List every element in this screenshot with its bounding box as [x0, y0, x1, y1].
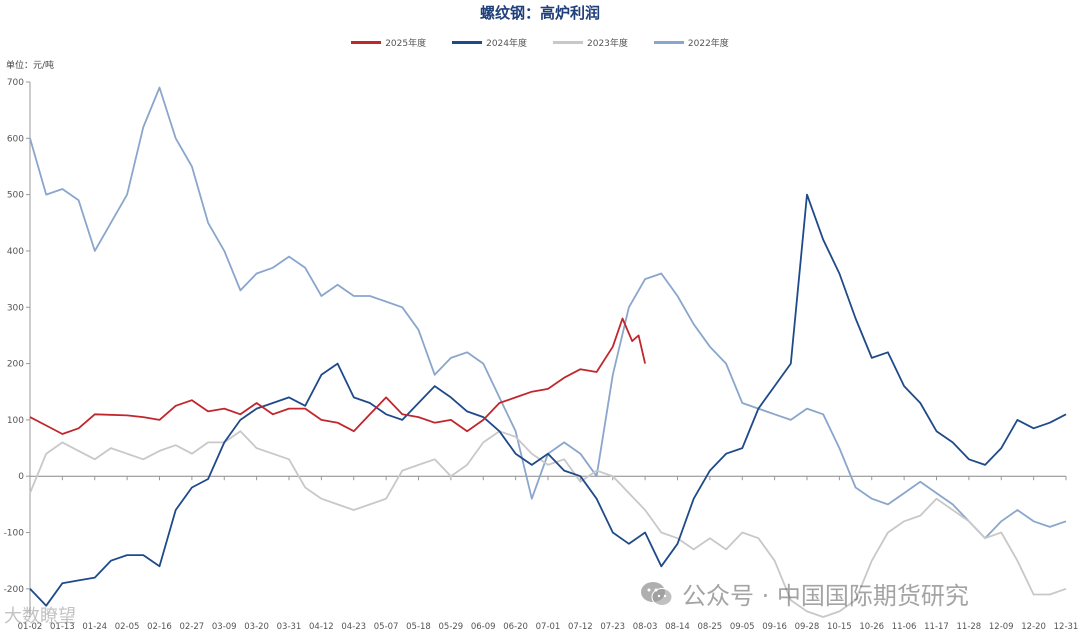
y-tick-label: 100 — [7, 416, 24, 426]
x-tick-label: 10-26 — [859, 622, 884, 632]
x-tick-label: 01-02 — [18, 622, 43, 632]
x-tick-label: 09-05 — [730, 622, 755, 632]
x-tick-label: 11-28 — [957, 622, 982, 632]
chart-title: 螺纹钢：高炉利润 — [479, 4, 600, 22]
x-tick-label: 04-23 — [341, 622, 366, 632]
series-line-2023年度 — [29, 430, 1067, 618]
x-tick-label: 06-09 — [471, 622, 496, 632]
x-tick-label: 04-12 — [309, 622, 334, 632]
axes: -200 -100 0 100 200 300 400 500 600 700 01-02 01-13… — [4, 78, 1079, 632]
x-tick-label: 01-13 — [50, 622, 75, 632]
x-tick-label: 03-09 — [212, 622, 237, 632]
legend-label: 2022年度 — [687, 39, 729, 49]
x-tick-label: 01-24 — [82, 622, 107, 632]
series-line-2022年度 — [29, 86, 1067, 540]
legend-item[interactable]: 2025年度 — [351, 36, 426, 49]
corner-watermark: 大数瞭望 — [4, 602, 76, 628]
y-tick-label: 500 — [7, 191, 24, 201]
y-tick-label: 300 — [7, 303, 24, 313]
legend: 2025年度 2024年度 2023年度 2022年度 — [0, 36, 1080, 49]
x-tick-label: 08-14 — [665, 622, 690, 632]
wechat-icon — [641, 581, 673, 606]
y-tick-label: 200 — [7, 360, 24, 370]
legend-item[interactable]: 2023年度 — [553, 36, 628, 49]
x-tick-label: 07-01 — [536, 622, 561, 632]
legend-label: 2024年度 — [486, 39, 527, 49]
x-tick-label: 03-20 — [244, 622, 269, 632]
y-tick-label: -100 — [4, 529, 25, 539]
y-tick-label: 0 — [18, 472, 24, 482]
x-tick-label: 12-31 — [1054, 622, 1079, 632]
x-tick-label: 02-27 — [180, 622, 205, 632]
x-tick-label: 09-28 — [795, 622, 820, 632]
legend-swatch — [653, 41, 684, 44]
legend-item[interactable]: 2022年度 — [653, 36, 729, 49]
watermark: 公众号 · 中国国际期货研究 — [640, 576, 969, 611]
legend-item[interactable]: 2024年度 — [452, 36, 527, 49]
legend-swatch — [351, 41, 382, 44]
x-tick-label: 03-31 — [277, 622, 302, 632]
legend-label: 2025年度 — [385, 39, 427, 49]
x-tick-label: 07-23 — [600, 622, 625, 632]
x-tick-label: 08-03 — [633, 622, 658, 632]
y-tick-label: 700 — [7, 78, 24, 88]
legend-label: 2023年度 — [587, 39, 628, 49]
legend-swatch — [553, 41, 583, 44]
unit-label: 单位：元/吨 — [6, 61, 55, 71]
x-tick-label: 11-06 — [892, 622, 917, 632]
x-tick-label: 02-16 — [147, 622, 172, 632]
x-tick-label: 09-16 — [762, 622, 787, 632]
x-tick-label: 11-17 — [924, 622, 949, 632]
x-tick-label: 08-25 — [698, 622, 723, 632]
x-tick-label: 05-07 — [374, 622, 399, 632]
series-lines — [29, 86, 1067, 618]
x-tick-label: 05-29 — [439, 622, 464, 632]
watermark-text: 公众号 · 中国国际期货研究 — [682, 582, 969, 610]
x-tick-label: 02-05 — [115, 622, 140, 632]
x-tick-label: 10-15 — [827, 622, 852, 632]
x-tick-label: 12-09 — [989, 622, 1014, 632]
legend-swatch — [452, 41, 483, 44]
series-line-2024年度 — [29, 193, 1067, 607]
x-tick-label: 07-12 — [568, 622, 593, 632]
y-tick-label: 400 — [7, 247, 24, 257]
y-tick-label: 600 — [7, 134, 24, 144]
x-tick-label: 05-18 — [406, 622, 431, 632]
y-tick-label: -200 — [4, 585, 25, 595]
x-tick-label: 12-20 — [1021, 622, 1046, 632]
series-line-2025年度 — [29, 317, 646, 435]
corner-watermark-text: 大数瞭望 — [4, 606, 76, 627]
x-tick-label: 06-20 — [503, 622, 528, 632]
